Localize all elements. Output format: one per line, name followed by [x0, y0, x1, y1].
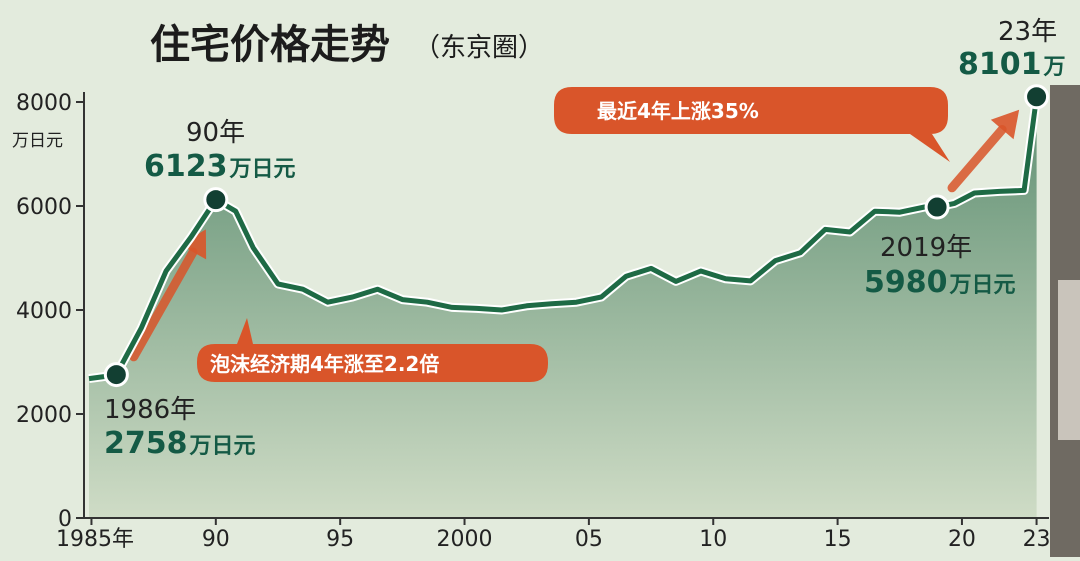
callout-bubble: 最近4年上涨35%: [554, 87, 950, 162]
annotation-unit: 万: [1043, 55, 1066, 80]
annotation-number: 6123: [144, 149, 228, 184]
callout-bubble: 泡沫经济期4年涨至2.2倍: [197, 318, 548, 382]
annotation-number: 2758: [104, 426, 188, 461]
trend-arrow: [947, 109, 1020, 193]
highlight-point: [924, 194, 950, 220]
annotation-year: 1986年: [104, 395, 196, 425]
x-tick-label: 95: [326, 527, 354, 552]
annotation-1986: 1986年 2758万日元: [104, 395, 256, 461]
annotation-2023: 23年 8101万: [958, 17, 1066, 82]
y-ticks: 0 2000 4000 6000 8000: [16, 91, 84, 532]
highlight-markers: [103, 84, 1050, 388]
highlight-point: [203, 187, 229, 213]
x-tick-label: 2000: [437, 527, 493, 552]
annotation-value: 6123万日元: [144, 149, 296, 184]
y-tick-label: 0: [58, 507, 72, 532]
annotation-number: 8101: [958, 47, 1042, 82]
trend-arrow: [129, 229, 207, 362]
price-line-path: [88, 96, 1040, 382]
annotation-value: 5980万日元: [864, 265, 1016, 300]
y-tick-label: 4000: [16, 299, 72, 324]
y-tick-label: 6000: [16, 195, 72, 220]
x-tick-label: 15: [824, 527, 852, 552]
x-ticks: 1985年 90 95 2000 05 10 15 20 23: [56, 518, 1051, 552]
x-tick-label: 90: [202, 527, 230, 552]
y-tick-label: 2000: [16, 403, 72, 428]
highlight-point: [1024, 84, 1050, 110]
annotation-1990: 90年 6123万日元: [144, 118, 296, 184]
annotation-year: 90年: [186, 118, 245, 148]
callout-text: 最近4年上涨35%: [597, 99, 759, 123]
trend-arrows: [129, 109, 1020, 362]
price-line: [88, 96, 1042, 384]
annotation-unit: 万日元: [949, 273, 1016, 298]
y-tick-label: 8000: [16, 91, 72, 116]
annotation-value: 2758万日元: [104, 426, 256, 461]
chart-title: 住宅价格走势: [150, 22, 390, 68]
x-tick-label: 1985年: [56, 527, 134, 552]
x-tick-label: 10: [699, 527, 727, 552]
callout-text: 泡沫经济期4年涨至2.2倍: [210, 352, 439, 376]
annotation-value: 8101万: [958, 47, 1066, 82]
annotation-unit: 万日元: [229, 157, 296, 182]
annotation-unit: 万日元: [189, 434, 256, 459]
y-axis-unit: 万日元: [12, 131, 63, 151]
x-tick-label: 20: [948, 527, 976, 552]
annotation-year: 2019年: [880, 233, 972, 263]
x-tick-label: 05: [575, 527, 603, 552]
annotation-year: 23年: [998, 17, 1057, 47]
photo-strip-light: [1058, 280, 1080, 440]
annotation-2019: 2019年 5980万日元: [864, 233, 1016, 300]
x-tick-label: 23: [1023, 527, 1051, 552]
highlight-point: [103, 362, 129, 388]
chart-subtitle: （东京圈）: [414, 33, 544, 63]
annotation-number: 5980: [864, 265, 948, 300]
